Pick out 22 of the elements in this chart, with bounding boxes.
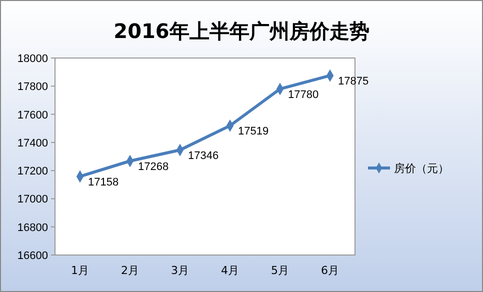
data-label: 17346	[188, 150, 219, 162]
x-tick-label: 3月	[171, 264, 189, 277]
data-label: 17519	[238, 126, 269, 138]
y-tick-label: 16800	[17, 222, 48, 234]
data-label: 17875	[338, 76, 369, 88]
x-tick-label: 2月	[121, 264, 139, 277]
y-tick-label: 18000	[17, 53, 48, 65]
legend-label: 房价（元）	[394, 162, 449, 175]
x-tick-label: 4月	[221, 264, 239, 277]
x-tick-label: 6月	[321, 264, 339, 277]
y-tick-label: 17400	[17, 137, 48, 150]
x-tick-label: 1月	[71, 264, 89, 277]
y-tick-label: 17800	[17, 81, 48, 94]
y-tick-label: 17000	[17, 194, 48, 206]
y-tick-label: 17200	[17, 166, 48, 178]
chart-title: 2016年上半年广州房价走势	[114, 19, 370, 43]
y-tick-label: 17600	[17, 109, 48, 122]
x-tick-label: 5月	[271, 264, 289, 277]
data-label: 17158	[88, 176, 119, 188]
data-label: 17268	[138, 161, 169, 174]
y-tick-label: 16600	[17, 250, 48, 262]
data-label: 17780	[288, 88, 319, 101]
